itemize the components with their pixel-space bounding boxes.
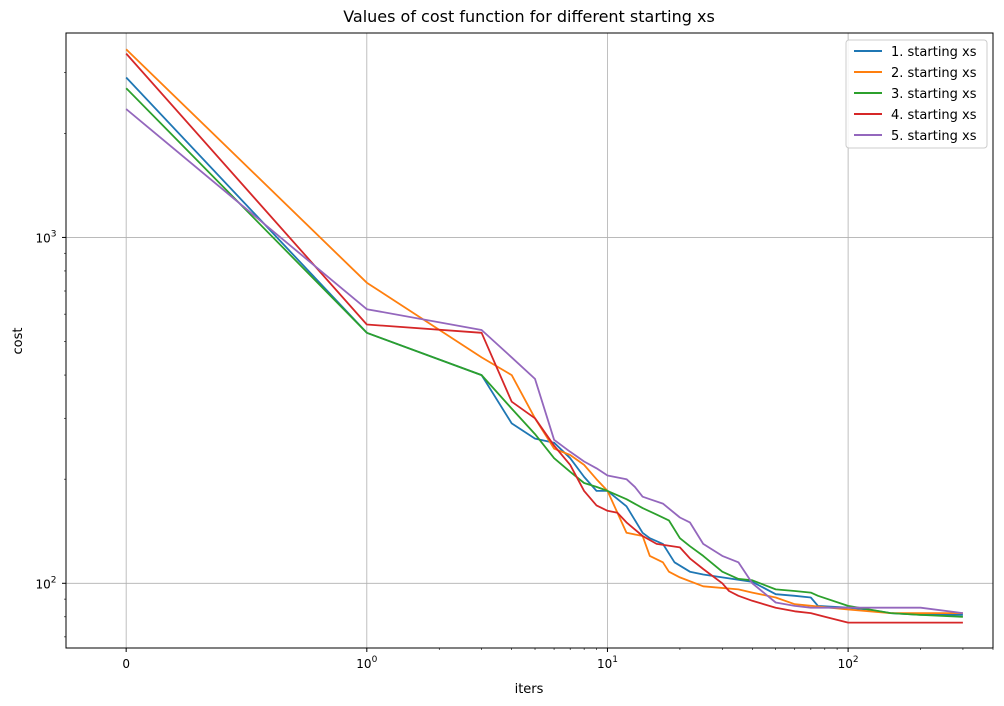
series-line-4 [125,53,963,624]
legend-label: 3. starting xs [891,87,977,102]
chart-title: Values of cost function for different st… [343,7,715,26]
legend-box [845,39,988,149]
y-axis-label: cost [11,328,26,355]
x-axis-label: iters [515,682,544,697]
legend-label: 1. starting xs [891,45,977,60]
legend-label: 2. starting xs [891,66,977,81]
plot-frame [65,32,994,649]
legend-label: 4. starting xs [891,108,977,123]
legend-label: 5. starting xs [891,129,977,144]
series-line-3 [125,87,963,618]
series-line-5 [125,108,964,614]
x-tick-label: 0 [122,657,130,671]
legend: 1. starting xs 2. starting xs 3. starting … [845,39,988,149]
series-lines [125,48,964,624]
